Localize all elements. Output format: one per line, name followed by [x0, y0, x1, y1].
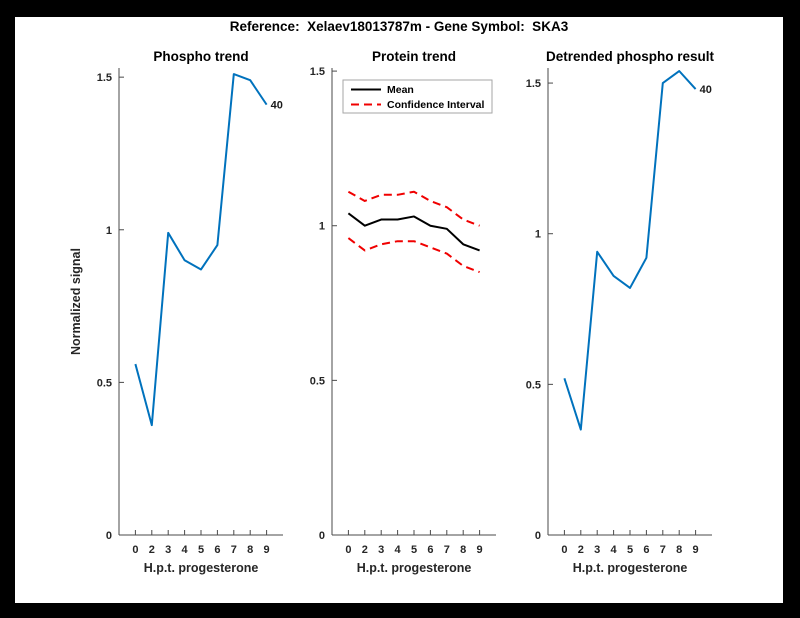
x-tick-label: 5 — [198, 544, 204, 556]
y-tick-label: 0 — [535, 530, 541, 542]
x-tick-label: 3 — [165, 544, 171, 556]
subplot-phospho-trend: 0 0.5 1 1.5 0 2 3 4 5 6 7 8 9 Phospho trend H.p.t. pro… — [64, 38, 334, 590]
matlab-figure-canvas: Reference: Xelaev18013787m - Gene Symbol… — [15, 17, 783, 603]
figure-title: Reference: Xelaev18013787m - Gene Symbol… — [229, 19, 569, 34]
y-tick-label: 0.5 — [526, 379, 541, 391]
x-tick-label: 9 — [264, 544, 270, 556]
x-tick-label: 2 — [149, 544, 155, 556]
y-tick-label: 0.5 — [97, 377, 112, 389]
detrended-phospho-signal-line — [563, 70, 697, 431]
y-tick-label: 1 — [106, 225, 112, 237]
x-tick-label: 6 — [214, 544, 220, 556]
x-tick-label: 8 — [247, 544, 253, 556]
legend-entry-label: Mean — [387, 84, 414, 96]
legend-box — [342, 79, 493, 114]
subplot-title: Detrended phospho result — [546, 49, 715, 64]
y-tick-label: 0 — [319, 530, 325, 542]
y-tick-label: 0.5 — [310, 375, 325, 387]
x-tick-label: 7 — [660, 544, 666, 556]
x-tick-label: 9 — [477, 544, 483, 556]
endpoint-label: 40 — [700, 84, 712, 96]
x-tick-label: 4 — [611, 544, 618, 556]
subplot-detrended-phospho-result: 0 0.5 1 1.5 0 2 3 4 5 6 7 8 9 Detrended phospho resul… — [493, 38, 763, 590]
x-tick-label: 4 — [395, 544, 402, 556]
mean-line — [347, 212, 480, 252]
x-tick-label: 6 — [643, 544, 649, 556]
y-tick-label: 0 — [106, 530, 112, 542]
y-tick-label: 1.5 — [310, 66, 325, 78]
x-axis-label: H.p.t. progesterone — [573, 561, 688, 575]
x-tick-label: 5 — [411, 544, 417, 556]
x-tick-label: 0 — [132, 544, 138, 556]
x-tick-label: 5 — [627, 544, 633, 556]
x-tick-label: 3 — [378, 544, 384, 556]
x-tick-label: 8 — [460, 544, 466, 556]
y-tick-label: 1.5 — [526, 78, 541, 90]
x-tick-label: 3 — [594, 544, 600, 556]
subplot-protein-trend: 0 0.5 1 1.5 0 2 3 4 5 6 7 8 9 Protein trend H.p.t. pro… — [277, 38, 547, 590]
endpoint-label: 40 — [271, 100, 283, 112]
x-tick-label: 4 — [182, 544, 189, 556]
confidence-interval-line — [347, 190, 480, 227]
x-axis-label: H.p.t. progesterone — [357, 561, 472, 575]
x-tick-label: 7 — [444, 544, 450, 556]
x-tick-label: 2 — [362, 544, 368, 556]
x-tick-label: 0 — [561, 544, 567, 556]
x-tick-label: 9 — [693, 544, 699, 556]
x-axis-label: H.p.t. progesterone — [144, 561, 259, 575]
phospho-signal-line — [134, 73, 268, 427]
y-axis-label: Normalized signal — [69, 248, 83, 355]
x-tick-label: 6 — [427, 544, 433, 556]
x-tick-label: 0 — [345, 544, 351, 556]
x-tick-label: 8 — [676, 544, 682, 556]
subplot-title: Protein trend — [372, 49, 456, 64]
confidence-interval-line — [347, 237, 480, 274]
y-tick-label: 1 — [535, 229, 541, 241]
subplot-title: Phospho trend — [153, 49, 248, 64]
legend-entry-label: Confidence Interval — [387, 99, 485, 111]
x-tick-label: 2 — [578, 544, 584, 556]
x-tick-label: 7 — [231, 544, 237, 556]
y-tick-label: 1 — [319, 221, 325, 233]
y-tick-label: 1.5 — [97, 72, 112, 84]
